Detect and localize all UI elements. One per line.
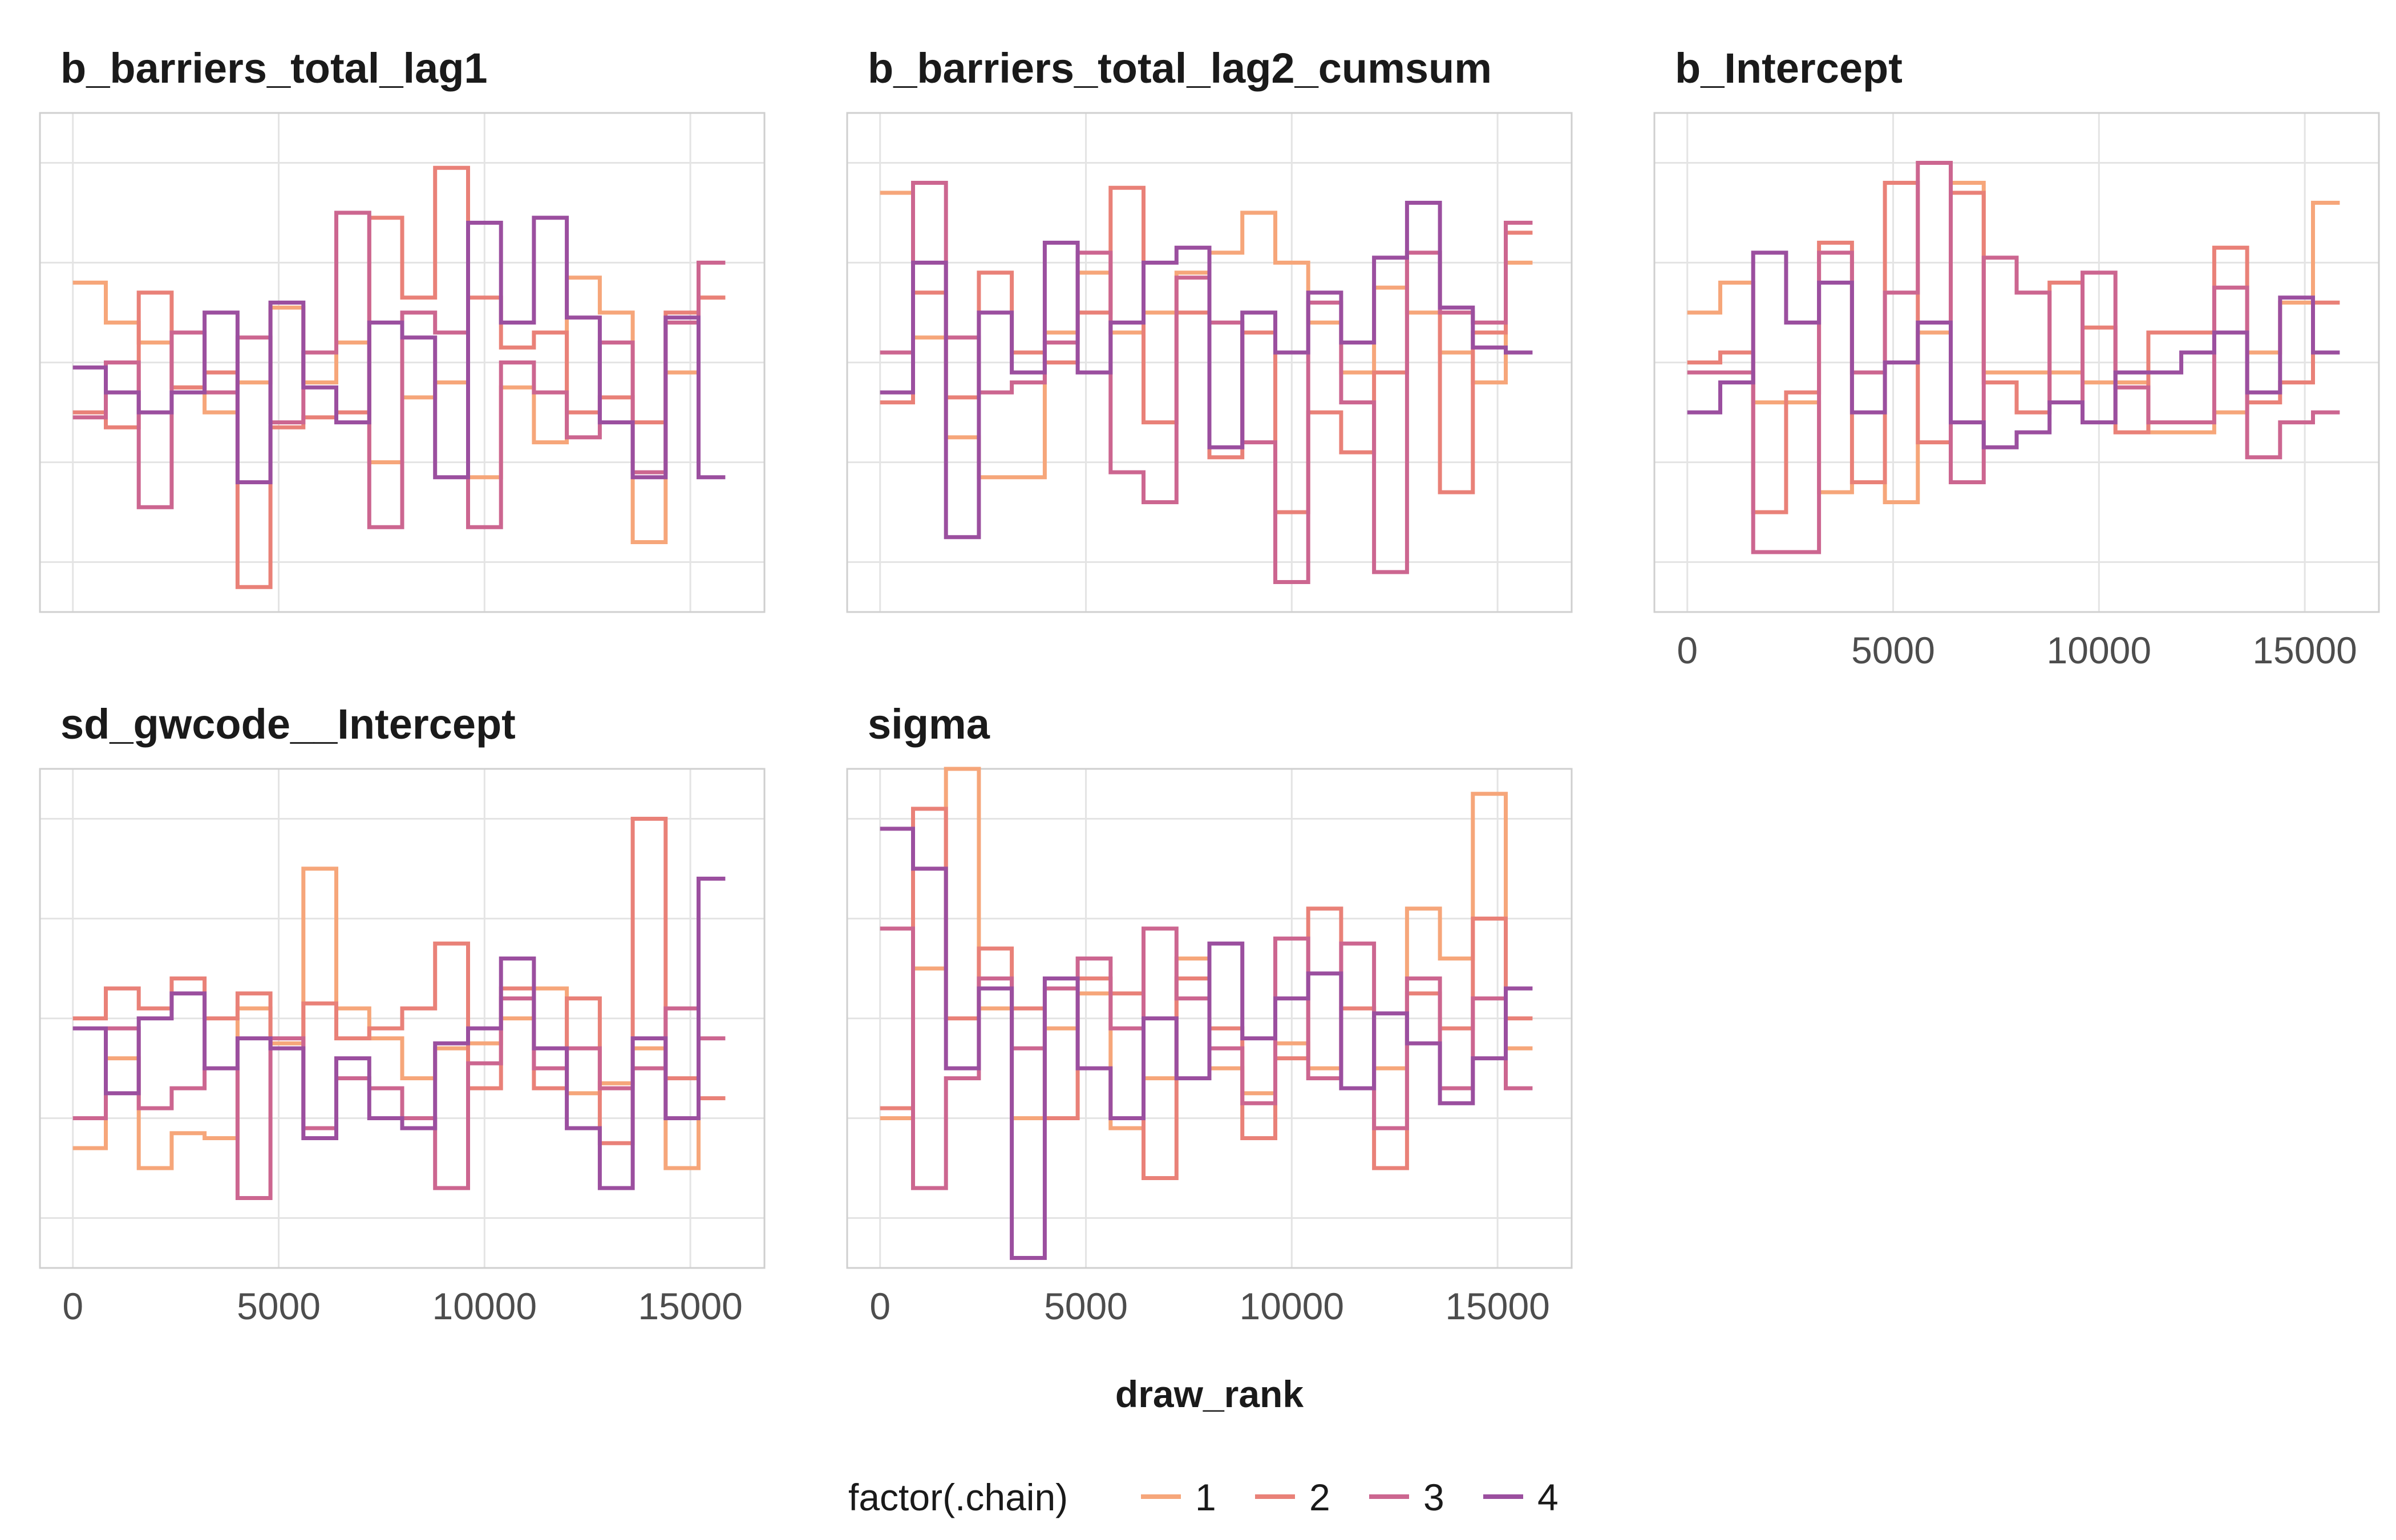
x-tick-label: 10000 — [2047, 629, 2152, 671]
series-line-chain-1 — [72, 866, 726, 1170]
panel-title: b_barriers_total_lag1 — [60, 44, 488, 92]
panel-1: b_barriers_total_lag1 — [39, 44, 766, 613]
panels: b_barriers_total_lag1 b_barriers_total_la… — [39, 44, 2380, 1327]
series-line-chain-2 — [72, 165, 726, 589]
x-tick-label: 0 — [869, 1285, 891, 1327]
panel-border — [846, 768, 1573, 1269]
panel-title: sd_gwcode__Intercept — [60, 700, 516, 748]
panel-border — [1653, 112, 2380, 613]
panel-border — [39, 112, 766, 613]
series-line-chain-4 — [72, 216, 726, 484]
panel-2: b_barriers_total_lag2_cumsum — [846, 44, 1573, 613]
series-line-chain-2 — [1687, 181, 2340, 514]
panel-3: b_Intercept 0 5000 10000 15000 — [1653, 44, 2380, 671]
legend-label: 4 — [1537, 1476, 1559, 1518]
panel-5: sigma 0 5000 10000 15000 — [846, 700, 1573, 1327]
series-line-chain-3 — [72, 996, 726, 1200]
panel-border — [846, 112, 1573, 613]
x-tick-label: 5000 — [1044, 1285, 1128, 1327]
series-line-chain-4 — [880, 201, 1533, 540]
panel-4: sd_gwcode__Intercept 0 5000 10000 15000 — [39, 700, 766, 1327]
legend-entry-3: 3 — [1369, 1476, 1444, 1518]
series-line-chain-3 — [72, 210, 726, 529]
panel-border — [39, 768, 766, 1269]
x-tick-label: 15000 — [2252, 629, 2357, 671]
legend-label: 1 — [1195, 1476, 1216, 1518]
series-line-chain-3 — [1687, 161, 2340, 554]
legend: factor(.chain) 1 2 3 4 — [848, 1476, 1559, 1518]
x-tick-label: 0 — [1677, 629, 1698, 671]
panel-title: sigma — [868, 700, 990, 748]
x-tick-label: 15000 — [1445, 1285, 1550, 1327]
x-tick-label: 10000 — [432, 1285, 537, 1327]
x-tick-label: 10000 — [1240, 1285, 1345, 1327]
x-tick-label: 0 — [62, 1285, 83, 1327]
series-line-chain-4 — [1687, 250, 2340, 449]
series-line-chain-4 — [880, 826, 1533, 1260]
x-tick-label: 15000 — [638, 1285, 743, 1327]
series-line-chain-4 — [72, 877, 726, 1190]
legend-entry-1: 1 — [1141, 1476, 1216, 1518]
legend-label: 2 — [1309, 1476, 1330, 1518]
panel-title: b_barriers_total_lag2_cumsum — [868, 44, 1492, 92]
panel-title: b_Intercept — [1675, 44, 1903, 92]
x-tick-label: 5000 — [237, 1285, 321, 1327]
legend-entry-4: 4 — [1483, 1476, 1559, 1518]
x-axis-title: draw_rank — [1115, 1373, 1304, 1415]
series-line-chain-2 — [72, 817, 726, 1145]
legend-entry-2: 2 — [1255, 1476, 1330, 1518]
x-tick-label: 5000 — [1851, 629, 1935, 671]
legend-label: 3 — [1423, 1476, 1444, 1518]
legend-title: factor(.chain) — [848, 1476, 1068, 1518]
